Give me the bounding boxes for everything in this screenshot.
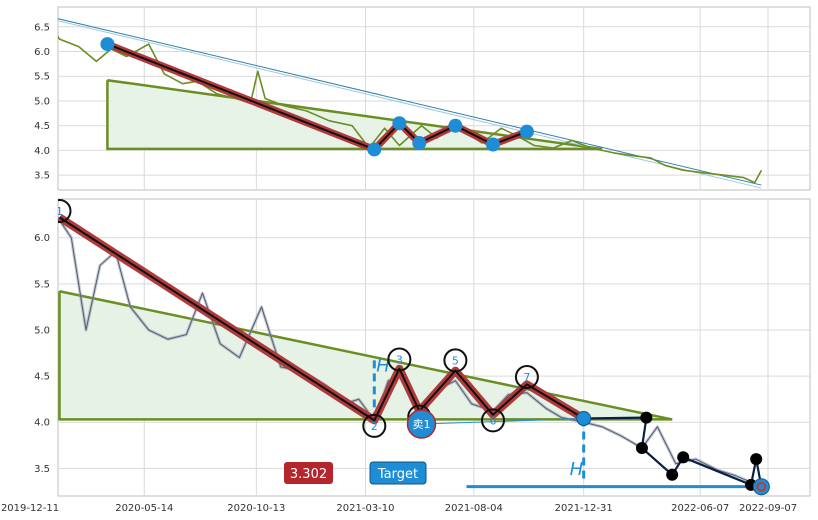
- wave-label-1: 1: [56, 205, 63, 218]
- x-tick-label: 2022-06-07: [671, 503, 729, 514]
- bottom-y-tick-label: 4.0: [34, 418, 50, 429]
- target-badge: Target: [369, 461, 427, 485]
- top-zigzag-point: [392, 116, 407, 131]
- wave-label-circle: [481, 408, 506, 433]
- bottom-y-tick-label: 4.5: [34, 372, 50, 383]
- h-marker-label: H: [570, 459, 584, 480]
- target-value-label: 3.302: [290, 467, 327, 482]
- wave-label-circle: [387, 347, 412, 372]
- top-zigzag-point: [367, 142, 382, 157]
- wave-label-circle: [514, 365, 539, 390]
- top-y-tick-label: 5.5: [34, 72, 50, 83]
- x-tick-label: 2021-08-04: [445, 503, 503, 514]
- wave-label-circle: [443, 348, 468, 373]
- decline-point: [677, 451, 690, 464]
- sell-badge: [406, 409, 437, 439]
- decline-point: [750, 453, 763, 466]
- x-tick-label: 2020-05-14: [115, 503, 173, 514]
- bottom-triangle-upper-line: [59, 290, 673, 421]
- bottom-y-tick-label: 6.0: [34, 233, 50, 244]
- x-tick-label: 2021-12-31: [555, 503, 613, 514]
- x-tick-label: 2021-03-10: [336, 503, 394, 514]
- decline-point: [640, 411, 653, 424]
- bottom-panel-plot: HH1234567卖1: [56, 199, 770, 496]
- top-zigzag-point: [519, 124, 534, 139]
- top-zigzag-point: [486, 137, 501, 152]
- top-panel-plot: [58, 18, 763, 189]
- bottom-panel-x-ticks: 2019-12-11 2020-05-14 2020-10-13 2021-03-10…: [1, 503, 797, 514]
- bottom-panel-y-ticks: 3.5 4.0 4.5 5.0 5.5 6.0: [34, 233, 50, 475]
- top-y-tick-label: 4.5: [34, 121, 50, 132]
- target-label: Target: [377, 467, 418, 482]
- top-panel-y-ticks: 3.5 4.0 4.5 5.0 5.5 6.0 6.5: [34, 22, 50, 181]
- decline-point: [635, 442, 648, 455]
- top-trend-line-shadow: [58, 20, 762, 189]
- sell-point-dot: [576, 411, 592, 427]
- top-zigzag-point: [412, 136, 427, 151]
- decline-point: [666, 468, 679, 481]
- final-point: [752, 478, 770, 496]
- h-marker-label: H: [376, 356, 390, 377]
- wave-label-circle: [58, 199, 72, 223]
- wave-label-7: 7: [523, 371, 530, 384]
- wave-label-2: 2: [371, 420, 378, 433]
- top-y-tick-label: 6.0: [34, 47, 50, 58]
- wave-label-5: 5: [452, 354, 459, 367]
- final-point-ring: [756, 481, 767, 492]
- x-tick-label: 2020-10-13: [227, 503, 285, 514]
- sell-badge-label: 卖1: [412, 418, 430, 431]
- top-y-tick-label: 3.5: [34, 171, 50, 182]
- bottom-triangle-base: [58, 291, 673, 421]
- wave-label-6: 6: [490, 414, 497, 427]
- top-price-line: [58, 35, 763, 184]
- top-y-tick-label: 5.0: [34, 96, 50, 107]
- bottom-y-tick-label: 5.0: [34, 325, 50, 336]
- sell-connector-line: [421, 418, 584, 425]
- target-value-badge: 3.302: [284, 462, 333, 484]
- bottom-zigzag-inner: [58, 216, 585, 422]
- x-tick-label: 2019-12-11: [1, 503, 59, 514]
- top-zigzag-point: [448, 118, 463, 133]
- wave-label-3: 3: [396, 353, 403, 366]
- top-triangle-base: [106, 80, 603, 151]
- top-y-tick-label: 6.5: [34, 22, 50, 33]
- top-zigzag-point: [100, 37, 115, 52]
- bottom-y-tick-label: 5.5: [34, 279, 50, 290]
- x-tick-label: 2022-09-07: [739, 503, 797, 514]
- wave-label-circle: [362, 413, 387, 438]
- bottom-y-tick-label: 3.5: [34, 464, 50, 475]
- top-y-tick-label: 4.0: [34, 146, 50, 157]
